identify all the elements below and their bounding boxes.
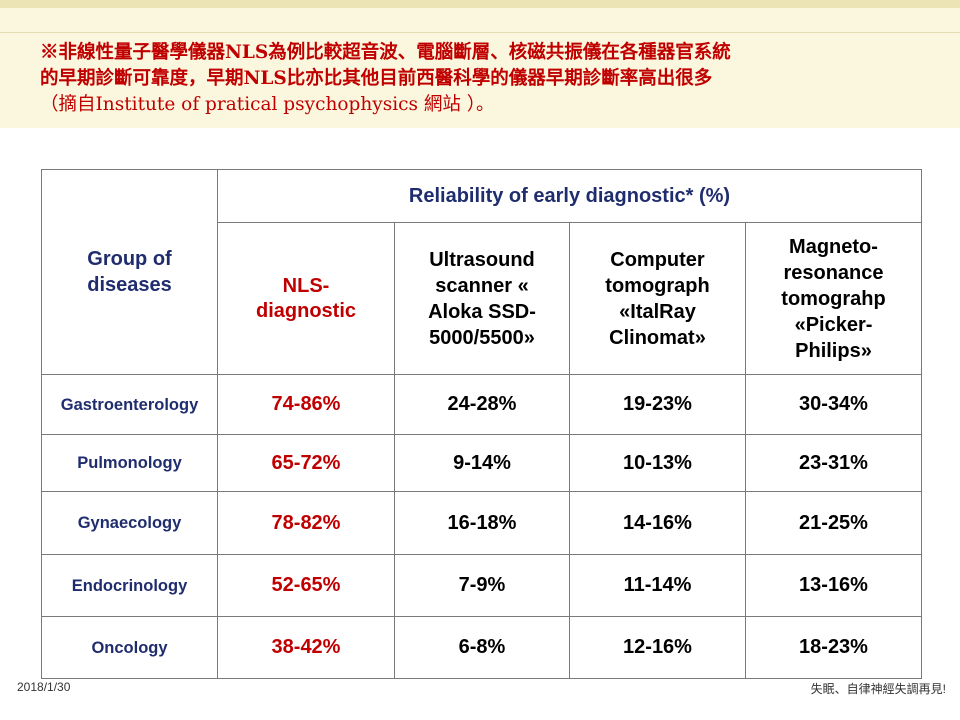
row-group-label: Oncology (41, 616, 218, 679)
cell-ct: 19-23% (569, 374, 746, 435)
main-header: Reliability of early diagnostic* (%) (217, 169, 922, 223)
row-group-label: Pulmonology (41, 434, 218, 492)
column-header-label: NLS-diagnostic (255, 274, 356, 322)
cell-ultrasound: 9-14% (394, 434, 570, 492)
cell-ultrasound: 6-8% (394, 616, 570, 679)
cell-nls: 74-86% (217, 374, 395, 435)
table-row: Gynaecology 78-82% 16-18% 14-16% 21-25% (41, 491, 922, 555)
cell-ct: 10-13% (569, 434, 746, 492)
cell-ultrasound: 24-28% (394, 374, 570, 435)
column-header-label: Ultrasound scanner « Aloka SSD-5000/5500… (428, 248, 536, 349)
row-group-label: Endocrinology (41, 554, 218, 617)
group-header-cell: Group of diseases (41, 169, 218, 375)
column-header-ultrasound: Ultrasound scanner « Aloka SSD-5000/5500… (394, 222, 570, 375)
row-group-label: Gastroenterology (41, 374, 218, 435)
cell-ultrasound: 16-18% (394, 491, 570, 555)
cell-ct: 12-16% (569, 616, 746, 679)
table-row: Endocrinology 52-65% 7-9% 11-14% 13-16% (41, 554, 922, 617)
footer-date: 2018/1/30 (17, 680, 71, 694)
column-header-mri: Magneto-resonance tomograhp «Picker-Phil… (745, 222, 922, 375)
intro-line-2: 的早期診斷可靠度，早期NLS比亦比其他目前西醫科學的儀器早期診斷率高出很多 (40, 68, 713, 89)
cell-nls: 52-65% (217, 554, 395, 617)
cell-ultrasound: 7-9% (394, 554, 570, 617)
row-group-text: Gastroenterology (60, 395, 199, 414)
cell-nls: 38-42% (217, 616, 395, 679)
cell-ct: 11-14% (569, 554, 746, 617)
cell-nls: 78-82% (217, 491, 395, 555)
column-header-nls: NLS-diagnostic (217, 222, 395, 375)
intro-line-3: （摘自Institute of pratical psychophysics 網… (40, 94, 495, 115)
table-row: Oncology 38-42% 6-8% 12-16% 18-23% (41, 616, 922, 679)
cell-nls: 65-72% (217, 434, 395, 492)
column-header-label: Computer tomograph «ItalRay Clinomat» (605, 248, 710, 349)
table-row: Pulmonology 65-72% 9-14% 10-13% 23-31% (41, 434, 922, 492)
column-header-label: Magneto-resonance tomograhp «Picker-Phil… (781, 235, 886, 362)
header-band (0, 0, 960, 8)
group-header: Group of diseases (87, 248, 172, 296)
cell-mri: 30-34% (745, 374, 922, 435)
table-row: Gastroenterology 74-86% 24-28% 19-23% 30… (41, 374, 922, 435)
row-group-label: Gynaecology (41, 491, 218, 555)
header-divider (0, 32, 960, 33)
reliability-table: Group of diseases Reliability of early d… (41, 169, 922, 679)
footer-tagline: 失眠、自律神經失調再見! (810, 682, 946, 696)
header-background (0, 0, 960, 128)
cell-mri: 21-25% (745, 491, 922, 555)
cell-mri: 13-16% (745, 554, 922, 617)
cell-ct: 14-16% (569, 491, 746, 555)
cell-mri: 23-31% (745, 434, 922, 492)
cell-mri: 18-23% (745, 616, 922, 679)
intro-text: ※非線性量子醫學儀器NLS為例比較超音波、電腦斷層、核磁共振儀在各種器官系統 的… (40, 40, 940, 118)
intro-line-1: ※非線性量子醫學儀器NLS為例比較超音波、電腦斷層、核磁共振儀在各種器官系統 (40, 42, 731, 63)
column-header-ct: Computer tomograph «ItalRay Clinomat» (569, 222, 746, 375)
